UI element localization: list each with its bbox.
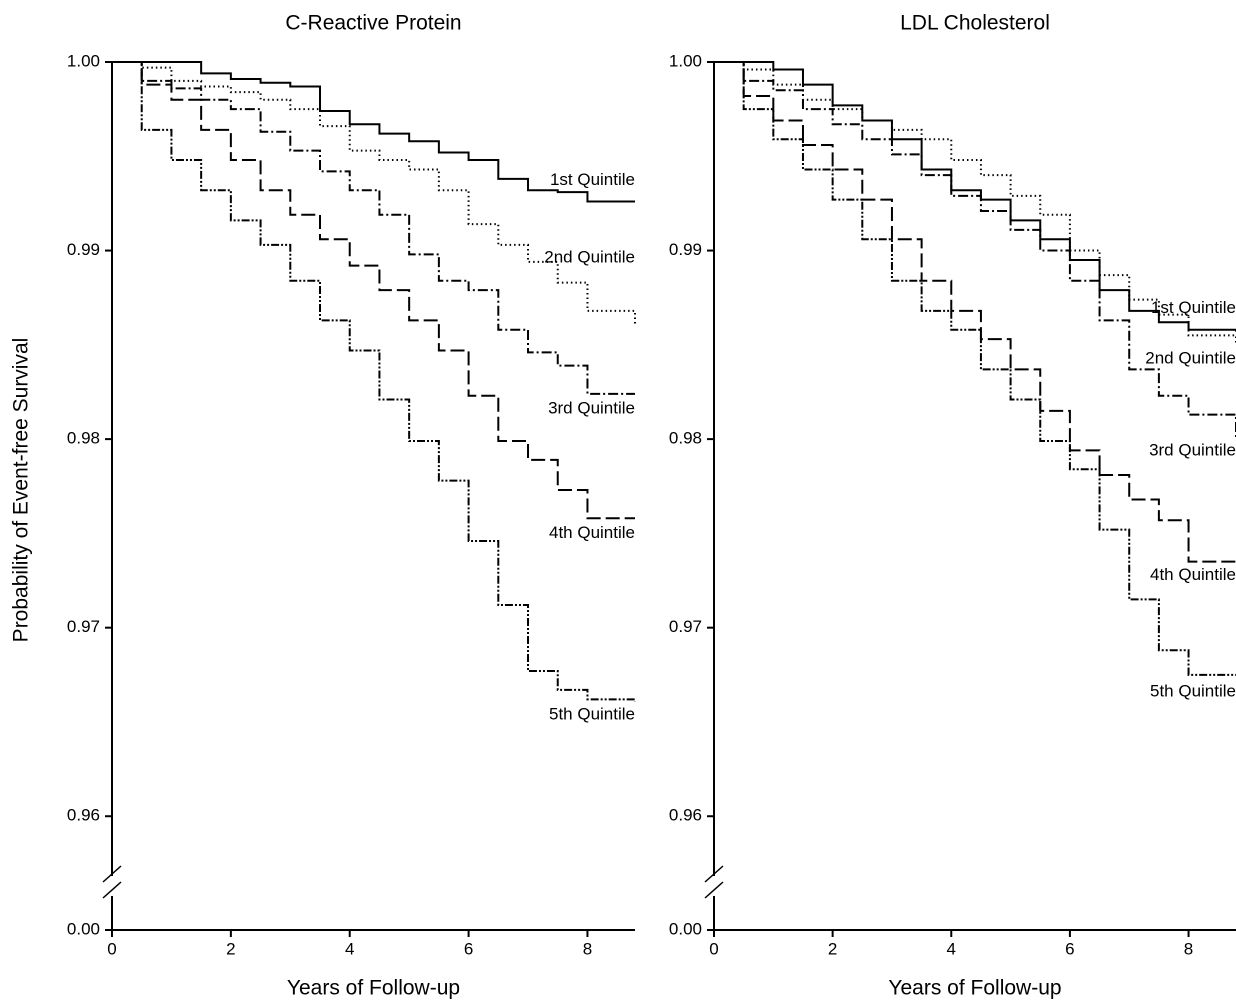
x-tick-label: 2	[226, 939, 235, 958]
chart-title: C-Reactive Protein	[285, 12, 461, 35]
survival-curve	[714, 61, 1236, 332]
x-axis-title: Years of Follow-up	[888, 977, 1061, 1000]
x-tick-label: 8	[583, 939, 592, 958]
y-tick-label: 0.00	[67, 919, 100, 938]
x-axis-title: Years of Follow-up	[287, 977, 460, 1000]
y-tick-label: 0.99	[669, 240, 702, 259]
series-label: 5th Quintile	[549, 705, 635, 724]
y-tick-label: 1.00	[67, 51, 100, 70]
y-tick-label: 0.00	[669, 919, 702, 938]
series-label: 2nd Quintile	[1145, 348, 1236, 367]
series-label: 3rd Quintile	[548, 398, 635, 417]
y-tick-label: 0.97	[669, 617, 702, 636]
survival-curve	[714, 61, 1236, 438]
axis-break	[102, 881, 122, 899]
series-label: 4th Quintile	[1150, 565, 1236, 584]
x-tick-label: 8	[1184, 939, 1193, 958]
x-tick-label: 2	[828, 939, 837, 958]
series-label: 1st Quintile	[1151, 298, 1236, 317]
y-tick-label: 0.97	[67, 617, 100, 636]
survival-curve	[112, 61, 636, 326]
y-tick-label: 0.99	[67, 240, 100, 259]
survival-curve	[112, 61, 635, 520]
series-label: 2nd Quintile	[544, 247, 635, 266]
series-label: 4th Quintile	[549, 523, 635, 542]
survival-curve	[112, 61, 635, 203]
axis-break	[102, 865, 122, 883]
series-label: 1st Quintile	[550, 170, 635, 189]
y-tick-label: 0.96	[669, 806, 702, 825]
x-tick-label: 6	[464, 939, 473, 958]
x-tick-label: 0	[709, 939, 718, 958]
x-tick-label: 6	[1065, 939, 1074, 958]
y-axis-title: Probability of Event-free Survival	[10, 338, 33, 643]
y-tick-label: 1.00	[669, 51, 702, 70]
series-label: 3rd Quintile	[1149, 441, 1236, 460]
survival-curve	[112, 61, 636, 702]
x-tick-label: 4	[345, 939, 354, 958]
x-tick-label: 0	[107, 939, 116, 958]
axis-break	[704, 865, 724, 883]
chart-title: LDL Cholesterol	[900, 12, 1050, 35]
y-tick-label: 0.98	[67, 429, 100, 448]
survival-curve	[112, 61, 635, 395]
survival-curve	[714, 61, 1236, 563]
series-label: 5th Quintile	[1150, 681, 1236, 700]
axis-break	[704, 881, 724, 899]
survival-curve	[714, 61, 1236, 676]
x-tick-label: 4	[947, 939, 956, 958]
y-tick-label: 0.96	[67, 806, 100, 825]
y-tick-label: 0.98	[669, 429, 702, 448]
